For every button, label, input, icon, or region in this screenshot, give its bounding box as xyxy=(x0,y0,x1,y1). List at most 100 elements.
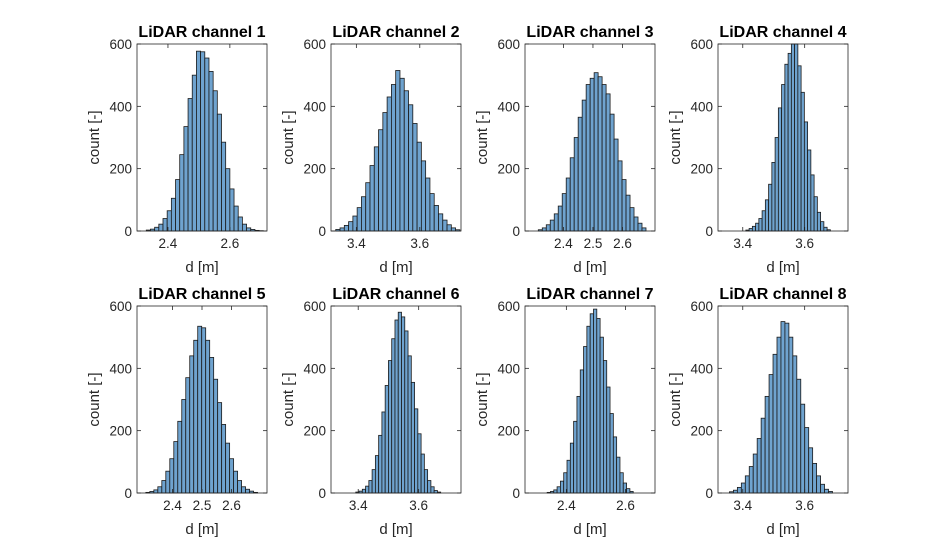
histogram-bar xyxy=(438,213,444,232)
histogram-bar xyxy=(744,475,750,494)
histogram-bar xyxy=(221,424,227,494)
histogram-bar xyxy=(177,420,183,494)
y-tick-label: 400 xyxy=(303,99,326,114)
histogram-bar xyxy=(446,224,452,232)
y-axis-label: count [-] xyxy=(667,110,684,164)
histogram-bar xyxy=(545,224,551,232)
histogram-bar xyxy=(577,116,583,232)
histogram-bar xyxy=(201,327,207,494)
y-axis-label: count [-] xyxy=(280,372,297,426)
y-axis-label: count [-] xyxy=(474,110,491,164)
y-tick-label: 0 xyxy=(512,486,520,501)
histogram-bar xyxy=(391,338,396,494)
y-tick-label: 200 xyxy=(690,424,713,439)
histogram-bar xyxy=(169,458,175,494)
y-axis-label: count [-] xyxy=(280,110,297,164)
histogram-bar xyxy=(790,43,796,232)
y-tick-label: 600 xyxy=(303,37,326,52)
axes-frame xyxy=(136,43,268,232)
histogram-bar xyxy=(820,483,825,494)
histogram-bar xyxy=(205,339,211,494)
histogram-bar xyxy=(208,71,214,232)
histogram-bar xyxy=(557,205,563,232)
y-tick-label: 400 xyxy=(497,361,520,376)
histogram-bar xyxy=(237,216,243,232)
histogram-bar xyxy=(804,427,810,494)
y-tick-label: 400 xyxy=(690,361,713,376)
x-tick-label: 2.5 xyxy=(584,236,603,251)
histogram-bar xyxy=(185,377,191,494)
axes-frame xyxy=(524,43,656,232)
histogram-bar xyxy=(736,486,742,494)
histogram-bar xyxy=(573,420,578,494)
histogram-bar xyxy=(404,330,409,494)
histogram-bar xyxy=(378,129,384,232)
x-tick-label: 2.4 xyxy=(557,498,576,513)
y-tick-label: 600 xyxy=(690,299,713,314)
histogram-bar xyxy=(189,355,195,494)
histogram-bar xyxy=(233,205,239,232)
histogram-bar xyxy=(774,137,779,232)
histogram-bar xyxy=(603,360,608,494)
histogram-bar xyxy=(430,486,435,494)
histogram-bar xyxy=(410,381,415,494)
histogram-bar xyxy=(356,207,362,232)
histogram-bar xyxy=(401,316,406,494)
histogram-bar xyxy=(348,221,354,232)
histogram-bar xyxy=(423,469,429,494)
histogram-bar xyxy=(597,76,603,232)
histogram-bar xyxy=(777,107,783,232)
x-axis-label: d [m] xyxy=(379,259,412,276)
y-axis-label: count [-] xyxy=(667,372,684,426)
chart-title: LiDAR channel 1 xyxy=(138,24,265,41)
histogram-bar xyxy=(641,227,647,232)
histogram-bar xyxy=(787,52,792,232)
histogram-bar xyxy=(573,137,579,232)
x-tick-label: 2.6 xyxy=(222,498,241,513)
histogram-bar xyxy=(794,43,799,232)
histogram-bar xyxy=(579,369,584,494)
chart-title: LiDAR channel 6 xyxy=(332,286,459,303)
histogram-bar xyxy=(394,319,399,494)
histogram-bar xyxy=(229,188,235,232)
histogram-bar xyxy=(213,378,219,494)
histogram-bar xyxy=(417,433,422,494)
x-axis-label: d [m] xyxy=(766,521,799,538)
histogram-bar xyxy=(784,322,790,494)
histogram-bar xyxy=(626,488,631,494)
histogram-bar xyxy=(382,112,388,232)
histogram-bar xyxy=(343,224,349,232)
chart-title: LiDAR channel 8 xyxy=(719,286,846,303)
histogram-bar xyxy=(813,196,818,232)
histogram-bar xyxy=(216,113,222,232)
histogram-bar xyxy=(420,453,425,494)
histogram-bar xyxy=(395,70,401,232)
x-tick-label: 2.6 xyxy=(220,236,239,251)
y-tick-label: 0 xyxy=(512,224,520,239)
histogram-bar xyxy=(625,194,631,232)
histogram-bar xyxy=(812,462,818,494)
x-tick-label: 2.4 xyxy=(554,236,573,251)
histogram-bar xyxy=(553,213,559,232)
histogram-bar xyxy=(593,308,598,494)
histogram-bar xyxy=(559,480,565,494)
histogram-bar xyxy=(612,436,618,494)
histogram-bar xyxy=(764,395,770,494)
histogram-bar xyxy=(407,355,412,494)
histogram-bar xyxy=(183,126,189,232)
y-tick-label: 400 xyxy=(303,361,326,376)
y-tick-label: 200 xyxy=(109,162,132,177)
y-tick-label: 0 xyxy=(705,224,713,239)
x-tick-label: 3.6 xyxy=(795,236,814,251)
histogram-bar xyxy=(569,442,575,494)
histogram-bar xyxy=(606,386,611,494)
histogram-bar xyxy=(361,196,367,232)
histogram-bar xyxy=(561,193,567,232)
histogram-bar xyxy=(403,90,409,232)
histogram-bar xyxy=(416,141,422,232)
y-tick-label: 0 xyxy=(124,486,132,501)
histogram-bar xyxy=(609,413,614,494)
histogram-bar xyxy=(629,207,635,232)
histogram-bar xyxy=(397,311,402,494)
